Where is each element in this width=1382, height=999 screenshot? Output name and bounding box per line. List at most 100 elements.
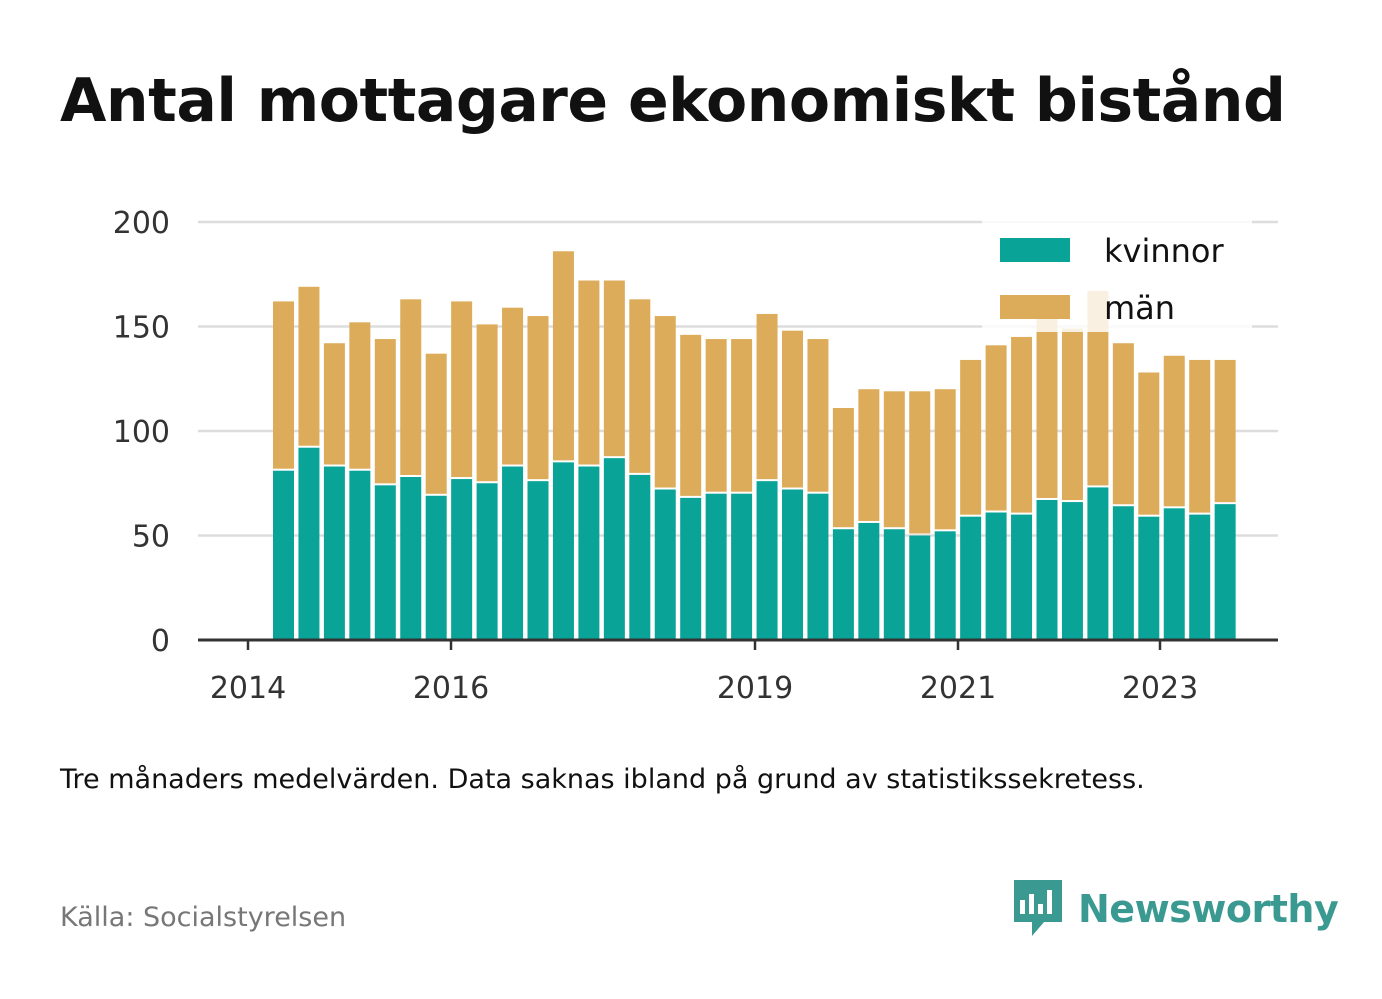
bar-man bbox=[883, 391, 905, 528]
bar-kvinnor bbox=[934, 531, 956, 640]
bar-man bbox=[298, 286, 320, 446]
bar-man bbox=[909, 391, 931, 534]
bar-man bbox=[858, 389, 880, 521]
legend-label-man: män bbox=[1104, 289, 1175, 327]
brand-name: Newsworthy bbox=[1078, 887, 1339, 931]
bar-kvinnor bbox=[756, 481, 778, 640]
chart-caption: Tre månaders medelvärden. Data saknas ib… bbox=[60, 764, 1145, 795]
newsworthy-logo-icon bbox=[1014, 880, 1062, 936]
bar-kvinnor bbox=[1011, 514, 1033, 640]
bar-man bbox=[578, 280, 600, 465]
bar-kvinnor bbox=[858, 522, 880, 640]
bar-man bbox=[1011, 336, 1033, 513]
brand-logo: Newsworthy bbox=[1010, 878, 1339, 940]
bar-kvinnor bbox=[782, 489, 803, 640]
bar-man bbox=[1214, 359, 1236, 503]
bar-kvinnor bbox=[705, 493, 727, 640]
bar-man bbox=[782, 330, 803, 488]
bar-man bbox=[552, 251, 574, 461]
legend: kvinnor män bbox=[982, 220, 1252, 332]
bar-kvinnor bbox=[832, 529, 854, 640]
bar-man bbox=[527, 316, 549, 480]
bar-man bbox=[1163, 355, 1185, 507]
bar-man bbox=[756, 313, 778, 480]
bar-man bbox=[323, 343, 345, 465]
bar-kvinnor bbox=[323, 466, 345, 640]
bar-kvinnor bbox=[552, 462, 574, 640]
bar-kvinnor bbox=[1087, 487, 1109, 640]
bar-man bbox=[1061, 328, 1083, 501]
axes: 0 50 100 150 200 2014 2016 2019 2021 2023 bbox=[113, 206, 1278, 706]
bar-man bbox=[374, 339, 396, 484]
bar-man bbox=[425, 353, 447, 494]
bar-kvinnor bbox=[502, 466, 524, 640]
bar-kvinnor bbox=[1138, 516, 1160, 640]
y-tick-label: 200 bbox=[113, 206, 170, 241]
x-tick-label: 2019 bbox=[717, 671, 793, 706]
chart-title: Antal mottagare ekonomiskt bistånd bbox=[60, 66, 1286, 136]
y-tick-label: 50 bbox=[132, 520, 170, 555]
bar-kvinnor bbox=[349, 470, 371, 640]
bar-kvinnor bbox=[654, 489, 676, 640]
bar-man bbox=[1087, 290, 1109, 486]
bar-kvinnor bbox=[960, 516, 982, 640]
bar-kvinnor bbox=[400, 476, 422, 640]
y-tick-label: 150 bbox=[113, 311, 170, 346]
bar-kvinnor bbox=[1214, 504, 1236, 640]
bar-man bbox=[1112, 343, 1134, 505]
bar-man bbox=[807, 339, 829, 492]
bar-kvinnor bbox=[578, 466, 600, 640]
bar-man bbox=[400, 299, 422, 475]
bar-man bbox=[731, 339, 753, 492]
bar-man bbox=[1036, 318, 1058, 498]
x-tick-label: 2016 bbox=[413, 671, 489, 706]
bar-kvinnor bbox=[603, 458, 625, 640]
x-tick-label: 2014 bbox=[210, 671, 286, 706]
bar-man bbox=[985, 345, 1007, 511]
legend-swatch-kvinnor bbox=[1000, 238, 1070, 262]
bar-kvinnor bbox=[807, 493, 829, 640]
bar-kvinnor bbox=[1061, 502, 1083, 640]
bar-man bbox=[273, 301, 294, 469]
x-tick-label: 2023 bbox=[1122, 671, 1198, 706]
bar-kvinnor bbox=[1163, 508, 1185, 640]
bar-man bbox=[603, 280, 625, 457]
bar-man bbox=[476, 324, 498, 482]
bar-man bbox=[705, 339, 727, 492]
bar-kvinnor bbox=[374, 485, 396, 640]
bars bbox=[273, 251, 1236, 640]
bar-kvinnor bbox=[985, 512, 1007, 640]
legend-swatch-man bbox=[1000, 295, 1070, 319]
bar-man bbox=[654, 316, 676, 488]
legend-label-kvinnor: kvinnor bbox=[1104, 232, 1225, 270]
bar-kvinnor bbox=[1189, 514, 1211, 640]
bar-man bbox=[832, 408, 854, 528]
bar-kvinnor bbox=[680, 497, 702, 640]
y-tick-label: 100 bbox=[113, 415, 170, 450]
bar-kvinnor bbox=[273, 470, 294, 640]
source-note: Källa: Socialstyrelsen bbox=[60, 902, 347, 933]
bar-man bbox=[502, 307, 524, 465]
y-tick-label: 0 bbox=[151, 624, 170, 659]
x-tick-label: 2021 bbox=[920, 671, 996, 706]
bar-kvinnor bbox=[883, 529, 905, 640]
bar-man bbox=[680, 334, 702, 496]
bar-kvinnor bbox=[451, 479, 473, 640]
bar-kvinnor bbox=[476, 483, 498, 640]
bar-kvinnor bbox=[298, 447, 320, 640]
bar-kvinnor bbox=[909, 535, 931, 640]
bar-kvinnor bbox=[1112, 506, 1134, 640]
bar-kvinnor bbox=[731, 493, 753, 640]
bar-kvinnor bbox=[629, 474, 651, 640]
bar-kvinnor bbox=[425, 495, 447, 640]
bar-kvinnor bbox=[1036, 499, 1058, 640]
bar-man bbox=[960, 359, 982, 515]
bar-man bbox=[349, 322, 371, 469]
bar-man bbox=[629, 299, 651, 473]
bar-man bbox=[451, 301, 473, 478]
bar-man bbox=[934, 389, 956, 530]
bar-man bbox=[1138, 372, 1160, 515]
bar-man bbox=[1189, 359, 1211, 513]
bar-kvinnor bbox=[527, 481, 549, 640]
